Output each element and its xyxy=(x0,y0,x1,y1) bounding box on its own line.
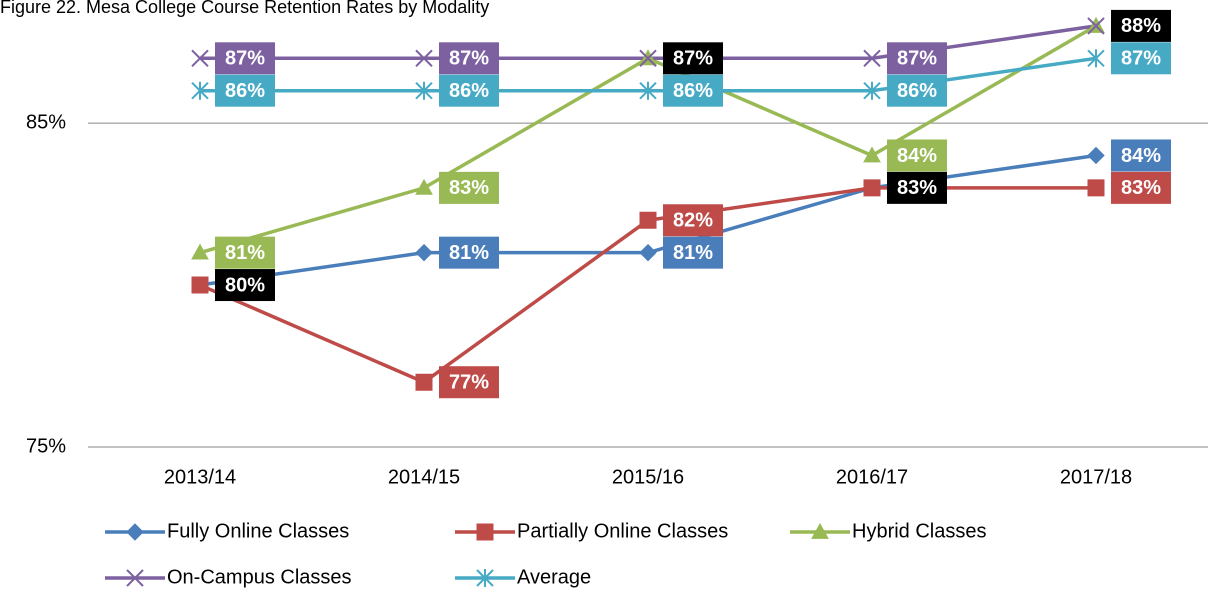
value-label: 86% xyxy=(897,80,937,102)
x-tick-label: 2013/14 xyxy=(164,466,236,488)
marker xyxy=(191,276,209,294)
y-tick-label: 75% xyxy=(26,435,66,457)
marker xyxy=(639,243,657,262)
value-label: 81% xyxy=(225,242,265,264)
marker xyxy=(863,146,881,163)
value-label: 87% xyxy=(449,48,489,70)
marker xyxy=(191,81,209,100)
legend-marker xyxy=(126,523,144,541)
label-box xyxy=(439,366,499,399)
label-box xyxy=(887,74,947,107)
value-label: 87% xyxy=(897,48,937,70)
y-tick-label: 85% xyxy=(26,111,66,133)
legend-label: Average xyxy=(517,566,591,588)
marker xyxy=(639,81,657,100)
label-box xyxy=(439,74,499,107)
value-label: 88% xyxy=(1121,15,1161,37)
legend-label: Partially Online Classes xyxy=(517,520,728,542)
value-label: 77% xyxy=(449,371,489,393)
value-label: 81% xyxy=(449,242,489,264)
label-box xyxy=(1111,171,1171,204)
x-tick-label: 2014/15 xyxy=(388,466,460,488)
legend-marker xyxy=(811,522,829,539)
x-tick-label: 2016/17 xyxy=(836,466,908,488)
legend-marker xyxy=(476,569,494,587)
marker xyxy=(415,243,433,262)
label-box xyxy=(215,42,275,75)
legend-marker xyxy=(126,569,144,587)
marker xyxy=(191,243,209,260)
label-box xyxy=(439,42,499,75)
label-box xyxy=(663,42,723,75)
label-box xyxy=(663,74,723,107)
value-label: 84% xyxy=(1121,145,1161,167)
marker xyxy=(863,49,881,68)
label-box xyxy=(663,236,723,269)
marker xyxy=(415,81,433,100)
marker xyxy=(863,179,881,197)
label-box xyxy=(887,139,947,172)
legend-label: Hybrid Classes xyxy=(852,520,986,542)
marker xyxy=(639,211,657,229)
label-box xyxy=(1111,139,1171,172)
label-box xyxy=(215,74,275,107)
value-label: 81% xyxy=(673,242,713,264)
value-label: 87% xyxy=(1121,48,1161,70)
value-label: 83% xyxy=(1121,177,1161,199)
legend-label: Fully Online Classes xyxy=(167,520,349,542)
value-label: 84% xyxy=(897,145,937,167)
label-box xyxy=(663,204,723,237)
value-label: 80% xyxy=(225,274,265,296)
marker xyxy=(639,49,657,68)
marker xyxy=(1087,179,1105,197)
value-label: 87% xyxy=(673,48,713,70)
value-label: 83% xyxy=(449,177,489,199)
label-box xyxy=(887,42,947,75)
x-tick-label: 2017/18 xyxy=(1060,466,1132,488)
label-box xyxy=(1111,42,1171,75)
legend-marker xyxy=(476,523,494,541)
value-label: 86% xyxy=(225,80,265,102)
marker xyxy=(415,373,433,391)
marker xyxy=(1087,17,1105,35)
label-box xyxy=(215,236,275,269)
marker xyxy=(415,178,433,195)
label-box xyxy=(887,171,947,204)
value-label: 83% xyxy=(897,177,937,199)
value-label: 86% xyxy=(673,80,713,102)
marker xyxy=(415,49,433,68)
label-box xyxy=(439,236,499,269)
legend-label: On-Campus Classes xyxy=(167,566,352,588)
value-label: 87% xyxy=(225,48,265,70)
label-box xyxy=(215,269,275,302)
chart-title: Figure 22. Mesa College Course Retention… xyxy=(0,0,489,17)
marker xyxy=(1087,146,1105,165)
value-label: 82% xyxy=(673,210,713,232)
label-box xyxy=(439,171,499,204)
label-box xyxy=(1111,9,1171,42)
x-tick-label: 2015/16 xyxy=(612,466,684,488)
marker xyxy=(191,49,209,68)
value-label: 86% xyxy=(449,80,489,102)
marker xyxy=(1087,49,1105,68)
marker xyxy=(863,81,881,100)
